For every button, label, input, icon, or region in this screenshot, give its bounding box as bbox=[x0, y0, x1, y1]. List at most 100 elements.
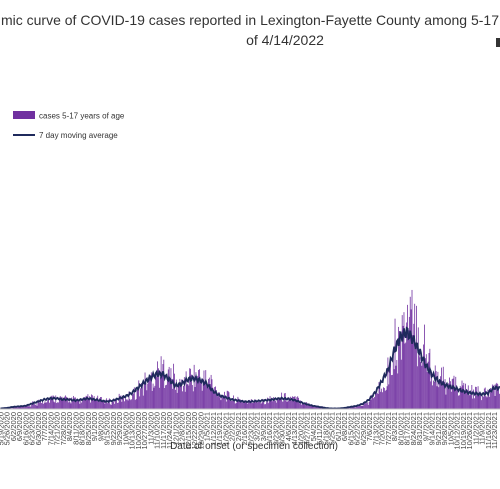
bar bbox=[462, 381, 463, 409]
bar bbox=[217, 397, 218, 409]
bar bbox=[156, 376, 157, 409]
bar bbox=[360, 406, 361, 409]
bar bbox=[121, 402, 122, 409]
x-tick-label: 11/23/2021 bbox=[490, 412, 499, 449]
bar bbox=[233, 395, 234, 409]
bar bbox=[183, 386, 184, 409]
bar bbox=[293, 397, 294, 409]
bar bbox=[437, 386, 438, 409]
bar bbox=[397, 373, 398, 409]
bar bbox=[194, 365, 195, 409]
bar bbox=[435, 365, 436, 409]
bar bbox=[480, 395, 481, 409]
bar bbox=[411, 309, 412, 409]
bar bbox=[213, 392, 214, 409]
bar bbox=[127, 399, 128, 409]
bar bbox=[441, 368, 442, 409]
bar bbox=[463, 383, 464, 409]
bar bbox=[416, 306, 417, 409]
bar bbox=[385, 391, 386, 409]
bar bbox=[126, 399, 127, 409]
legend-label-cases: cases 5-17 years of age bbox=[39, 112, 125, 121]
bar bbox=[164, 388, 165, 409]
bar bbox=[279, 399, 280, 409]
bar bbox=[298, 398, 299, 409]
bar bbox=[91, 394, 92, 409]
bar bbox=[143, 396, 144, 409]
bar bbox=[407, 305, 408, 409]
bar bbox=[400, 334, 401, 409]
bar bbox=[388, 358, 389, 410]
bar bbox=[175, 390, 176, 409]
bar bbox=[139, 396, 140, 409]
bar bbox=[404, 343, 405, 409]
chart-title-line1: mic curve of COVID-19 cases reported in … bbox=[1, 12, 499, 28]
bar bbox=[169, 367, 170, 409]
bar bbox=[119, 394, 120, 409]
bar bbox=[226, 402, 227, 409]
bar bbox=[129, 399, 130, 409]
bar bbox=[90, 403, 91, 409]
bar bbox=[455, 377, 456, 409]
bar bbox=[420, 357, 421, 409]
bar bbox=[208, 379, 209, 409]
bar bbox=[434, 382, 435, 409]
bar bbox=[433, 381, 434, 409]
bar bbox=[255, 401, 256, 409]
bar bbox=[166, 385, 167, 409]
bar bbox=[390, 361, 391, 409]
bar bbox=[376, 392, 377, 409]
bar bbox=[92, 395, 93, 409]
bar bbox=[214, 387, 215, 409]
bar bbox=[421, 362, 422, 409]
bar bbox=[182, 391, 183, 409]
bar bbox=[229, 392, 230, 409]
bar bbox=[209, 378, 210, 409]
bar bbox=[142, 385, 143, 409]
bar bbox=[418, 327, 419, 409]
bar bbox=[131, 399, 132, 409]
bar bbox=[491, 391, 492, 409]
bar bbox=[223, 398, 224, 409]
bar bbox=[392, 375, 393, 409]
bar bbox=[58, 402, 59, 409]
bar bbox=[489, 397, 490, 409]
bar bbox=[146, 383, 147, 409]
bar bbox=[193, 391, 194, 409]
bar bbox=[303, 404, 304, 409]
bar bbox=[199, 369, 200, 409]
bar bbox=[225, 398, 226, 409]
bar bbox=[113, 402, 114, 409]
bar bbox=[242, 402, 243, 409]
bar bbox=[283, 401, 284, 409]
bar bbox=[188, 384, 189, 409]
bar bbox=[117, 403, 118, 409]
bar bbox=[201, 379, 202, 409]
bar bbox=[110, 404, 111, 409]
bar bbox=[479, 395, 480, 409]
bar bbox=[116, 400, 117, 409]
bar bbox=[279, 400, 280, 409]
bar bbox=[88, 394, 89, 409]
bar bbox=[171, 368, 172, 409]
bar bbox=[294, 397, 295, 409]
bar bbox=[238, 397, 239, 409]
bar bbox=[189, 368, 190, 409]
bar bbox=[135, 400, 136, 409]
bar bbox=[263, 401, 264, 409]
bar bbox=[388, 384, 389, 409]
bar bbox=[149, 377, 150, 409]
bar bbox=[140, 388, 141, 409]
bar bbox=[443, 367, 444, 409]
bar bbox=[136, 399, 137, 409]
bar bbox=[396, 366, 397, 409]
bar bbox=[106, 398, 107, 409]
bar bbox=[401, 360, 402, 409]
bar bbox=[391, 375, 392, 409]
bar bbox=[190, 369, 191, 409]
bar bbox=[262, 402, 263, 409]
bar bbox=[382, 392, 383, 409]
bar bbox=[468, 385, 469, 409]
bar bbox=[365, 403, 366, 409]
